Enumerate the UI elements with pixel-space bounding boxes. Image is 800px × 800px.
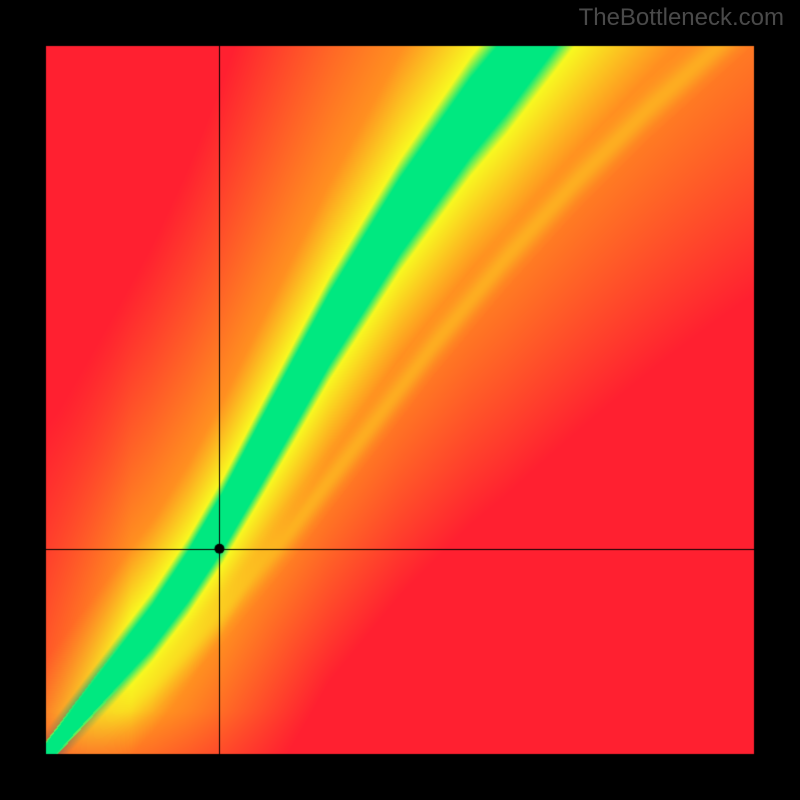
watermark-text: TheBottleneck.com <box>579 4 784 32</box>
bottleneck-heatmap <box>0 0 800 800</box>
